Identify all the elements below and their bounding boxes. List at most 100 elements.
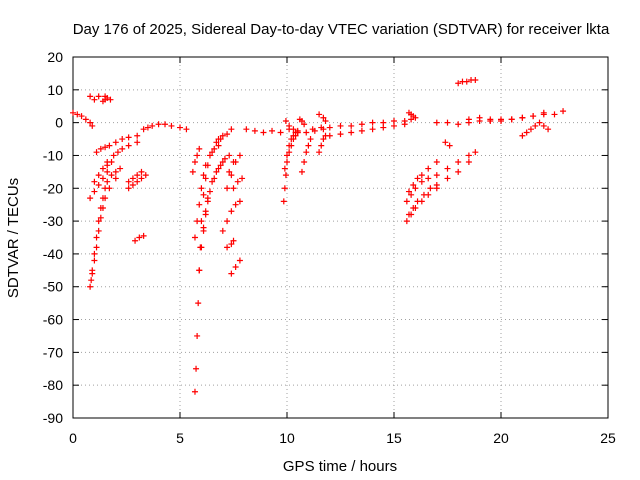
- data-point-arc11: [129, 175, 136, 182]
- data-point-arc26: [251, 127, 258, 134]
- data-point-arc23: [228, 172, 235, 179]
- data-point-arc35: [358, 121, 365, 128]
- data-point-arc43: [444, 119, 451, 126]
- data-point-arc13: [183, 126, 190, 133]
- data-point-arc13: [144, 124, 151, 131]
- y-tick-label: 0: [55, 115, 63, 131]
- grid-lines: [73, 57, 608, 418]
- data-point-arc30: [298, 168, 305, 175]
- chart-title: Day 176 of 2025, Sidereal Day-to-day VTE…: [73, 21, 610, 38]
- data-point-arc40: [433, 181, 440, 188]
- data-point-arc13: [168, 122, 175, 129]
- data-point-arc39: [405, 188, 412, 195]
- data-point-arc39: [425, 165, 432, 172]
- data-point-arc5: [106, 185, 113, 192]
- data-point-arc20: [232, 201, 239, 208]
- data-point-arc38: [465, 152, 472, 159]
- data-point-arc28: [288, 136, 295, 143]
- data-point-arc45: [523, 129, 530, 136]
- y-tick-label: -10: [43, 147, 63, 163]
- data-point-arc30: [303, 149, 310, 156]
- data-point-arc34: [326, 132, 333, 139]
- data-point-arc44: [551, 111, 558, 118]
- data-point-arc9: [99, 165, 106, 172]
- data-point-arc43: [455, 121, 462, 128]
- data-point-arc20: [219, 227, 226, 234]
- data-point-arc18: [196, 145, 203, 152]
- data-point-arc38: [403, 198, 410, 205]
- data-point-arc31: [301, 121, 308, 128]
- data-point-arc33: [322, 117, 329, 124]
- data-point-arc4: [93, 234, 100, 241]
- data-point-arc1: [74, 111, 81, 118]
- data-point-arc39: [414, 175, 421, 182]
- data-point-arc1: [78, 113, 85, 120]
- data-point-arc29: [294, 129, 301, 136]
- data-point-arc35: [348, 122, 355, 129]
- data-point-arc45: [519, 132, 526, 139]
- data-point-arc15: [198, 185, 205, 192]
- data-point-arc46: [540, 122, 547, 129]
- data-point-arc29: [286, 122, 293, 129]
- data-point-arc6: [134, 132, 141, 139]
- data-point-arc4: [88, 277, 95, 284]
- data-point-arc5: [102, 195, 109, 202]
- y-tick-label: -20: [43, 180, 63, 196]
- data-point-arc17: [200, 227, 207, 234]
- data-point-arc9: [104, 162, 111, 169]
- y-tick-label: -70: [43, 344, 63, 360]
- data-point-arc6: [93, 149, 100, 156]
- data-point-arc37: [455, 168, 462, 175]
- data-point-arc6: [125, 134, 132, 141]
- y-tick-label: -60: [43, 312, 63, 328]
- data-point-arc30: [301, 159, 308, 166]
- data-point-arc5: [89, 270, 96, 277]
- data-point-arc46: [545, 126, 552, 133]
- x-tick-label: 5: [176, 430, 184, 446]
- data-point-arc38: [412, 185, 419, 192]
- y-axis-label: SDTVAR / TECUs: [5, 178, 22, 298]
- data-point-arc19: [215, 136, 222, 143]
- data-point-arc12: [136, 234, 143, 241]
- data-point-arc22: [228, 241, 235, 248]
- data-point-arc44: [476, 114, 483, 121]
- data-point-arc12: [140, 232, 147, 239]
- data-point-arc15: [211, 145, 218, 152]
- data-point-arc16: [217, 162, 224, 169]
- data-point-arc33: [320, 114, 327, 121]
- data-point-arc24: [226, 168, 233, 175]
- data-point-arc43: [433, 119, 440, 126]
- y-tick-label: -50: [43, 279, 63, 295]
- data-point-arc13: [140, 126, 147, 133]
- data-point-arc41: [442, 139, 449, 146]
- data-point-arc34: [369, 126, 376, 133]
- data-point-arc25: [228, 270, 235, 277]
- data-point-arc46: [536, 119, 543, 126]
- data-point-arc35: [369, 119, 376, 126]
- data-point-arc44: [465, 116, 472, 123]
- data-point-arc37: [472, 149, 479, 156]
- data-point-arc17: [206, 188, 213, 195]
- data-point-arc7: [125, 142, 132, 149]
- data-point-arc10: [142, 172, 149, 179]
- data-point-arc14: [195, 300, 202, 307]
- data-point-arc44: [498, 117, 504, 124]
- data-point-arc12: [132, 237, 139, 244]
- data-point-arc2: [95, 93, 102, 100]
- data-point-arc13: [162, 121, 169, 128]
- data-point-arc4: [104, 178, 111, 185]
- y-tick-label: 10: [47, 82, 63, 98]
- data-point-arc29: [282, 117, 289, 124]
- data-point-arc4: [112, 168, 119, 175]
- data-point-arc4: [91, 250, 98, 257]
- data-point-arc21: [234, 178, 241, 185]
- data-point-arc34: [348, 129, 355, 136]
- data-point-arc10: [125, 185, 132, 192]
- data-point-arc24: [236, 152, 243, 159]
- data-point-arc15: [202, 162, 209, 169]
- data-point-arc42: [455, 80, 462, 87]
- data-point-arc9: [108, 159, 115, 166]
- data-point-arc10: [129, 181, 136, 188]
- data-point-arc8: [87, 195, 94, 202]
- data-point-arc35: [391, 117, 397, 124]
